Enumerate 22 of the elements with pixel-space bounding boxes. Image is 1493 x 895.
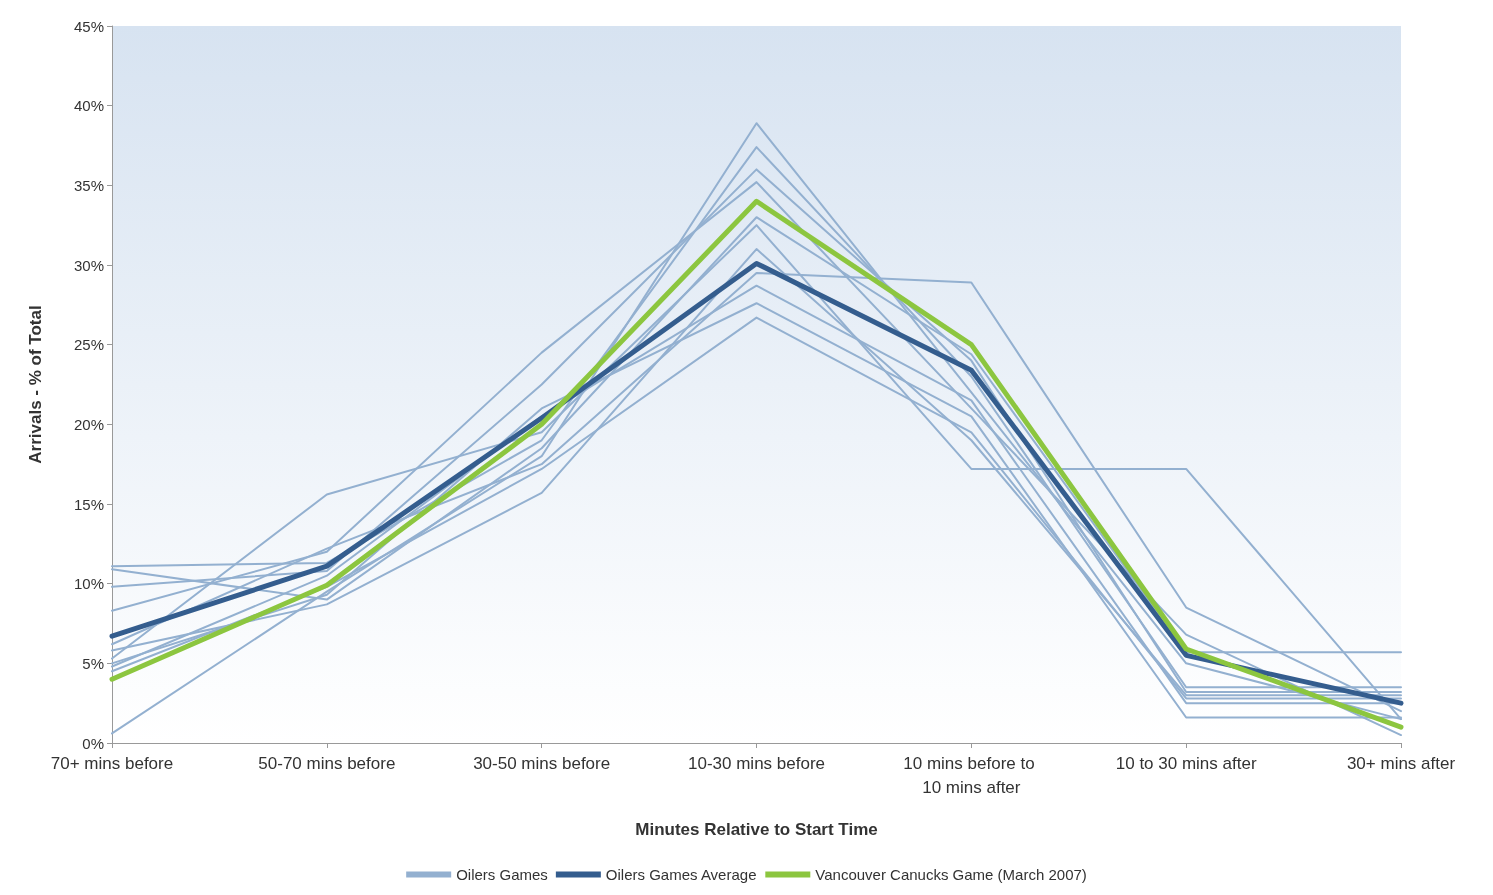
y-tick-label: 5% bbox=[82, 654, 104, 672]
x-axis-title: Minutes Relative to Start Time bbox=[635, 820, 878, 839]
legend-label: Oilers Games Average bbox=[605, 866, 757, 883]
x-tick-label: 10-30 mins before bbox=[687, 753, 826, 773]
legend-label: Vancouver Canucks Game (March 2007) bbox=[815, 866, 1087, 883]
x-tick-label: 30+ mins after bbox=[1346, 753, 1456, 773]
x-tick-label: 10 to 30 mins after bbox=[1115, 753, 1257, 773]
y-tick-label: 35% bbox=[73, 176, 104, 194]
y-tick-label: 45% bbox=[73, 17, 104, 35]
y-axis-title: Arrivals - % of Total bbox=[26, 305, 45, 464]
y-tick-label: 30% bbox=[73, 256, 104, 274]
x-tick-label: 70+ mins before bbox=[50, 753, 174, 773]
y-tick-label: 0% bbox=[82, 734, 104, 752]
x-tick-label: 10 mins before to 10 mins after bbox=[903, 753, 1040, 797]
x-tick-label: 50-70 mins before bbox=[258, 753, 396, 773]
y-tick-label: 20% bbox=[73, 415, 104, 433]
y-tick-label: 10% bbox=[73, 575, 104, 593]
y-tick-label: 25% bbox=[73, 336, 104, 354]
x-tick-label: 30-50 mins before bbox=[473, 753, 611, 773]
legend-label: Oilers Games bbox=[456, 866, 548, 883]
y-tick-label: 40% bbox=[73, 97, 104, 115]
y-tick-label: 15% bbox=[73, 495, 104, 513]
